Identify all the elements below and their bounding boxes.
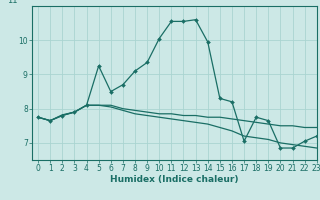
Text: 11: 11 bbox=[7, 0, 18, 5]
X-axis label: Humidex (Indice chaleur): Humidex (Indice chaleur) bbox=[110, 175, 239, 184]
